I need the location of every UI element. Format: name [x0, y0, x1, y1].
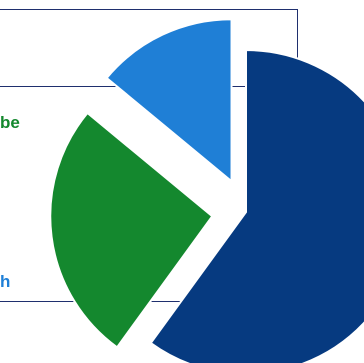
pie-slice-label-green: be [0, 113, 20, 132]
pie-slice-2 [105, 18, 233, 184]
pie-slice-1 [49, 111, 214, 349]
pie-slice-label-blue: h [0, 272, 11, 291]
pie-slice-0 [149, 48, 364, 363]
